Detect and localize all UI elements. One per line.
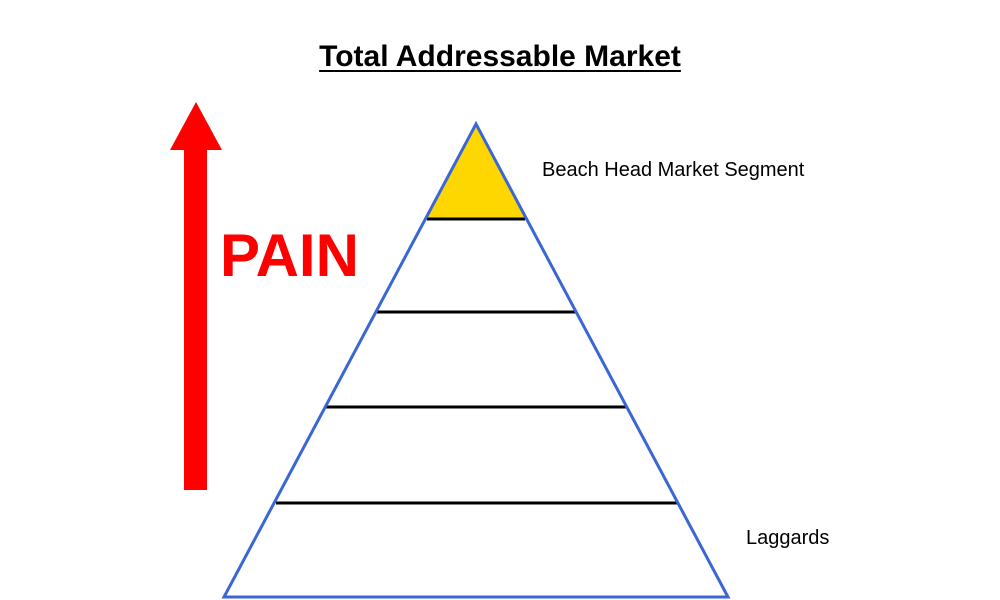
pyramid-outline [221,120,731,599]
pyramid-top-tier [427,124,525,219]
pain-arrow-shape [170,102,222,490]
diagram-title: Total Addressable Market [319,40,681,73]
beachhead-segment-label: Beach Head Market Segment [542,159,805,181]
pain-arrow-icon [170,102,222,490]
pain-label: PAIN [220,222,359,289]
laggards-label: Laggards [746,527,830,549]
